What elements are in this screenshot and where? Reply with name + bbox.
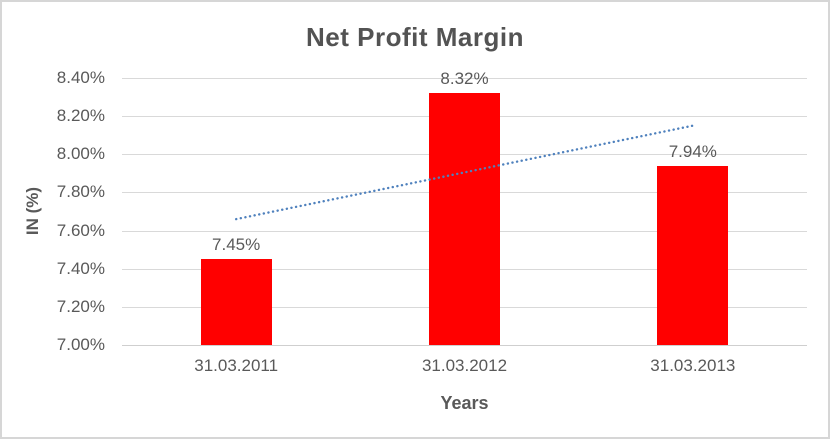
x-axis-line [122, 345, 807, 346]
bar-31.03.2013 [657, 165, 729, 345]
bar-31.03.2011 [200, 259, 272, 345]
data-label: 7.94% [668, 141, 717, 161]
data-label: 8.32% [440, 69, 489, 89]
x-axis-tick-label: 31.03.2013 [650, 356, 736, 375]
y-axis-tick-label: 7.60% [56, 220, 105, 240]
y-axis-tick-label: 8.20% [56, 106, 105, 126]
chart-title: Net Profit Margin [306, 22, 524, 52]
y-axis-tick-label: 8.40% [56, 68, 105, 87]
y-axis-tick-label: 7.80% [56, 182, 105, 202]
y-axis-tick-label: 8.00% [56, 144, 105, 164]
y-axis-title: IN (%) [23, 186, 42, 236]
gridline [122, 78, 807, 79]
x-axis-tick-label: 31.03.2012 [421, 356, 508, 375]
y-axis-tick-label: 7.20% [56, 296, 105, 316]
data-label: 7.45% [212, 235, 261, 255]
x-axis-tick-label: 31.03.2011 [194, 356, 279, 375]
y-axis-tick-label: 7.40% [56, 258, 105, 278]
y-axis-tick-label: 7.00% [56, 335, 105, 354]
x-axis-title: Years [440, 393, 489, 413]
bar-31.03.2012 [429, 93, 500, 345]
